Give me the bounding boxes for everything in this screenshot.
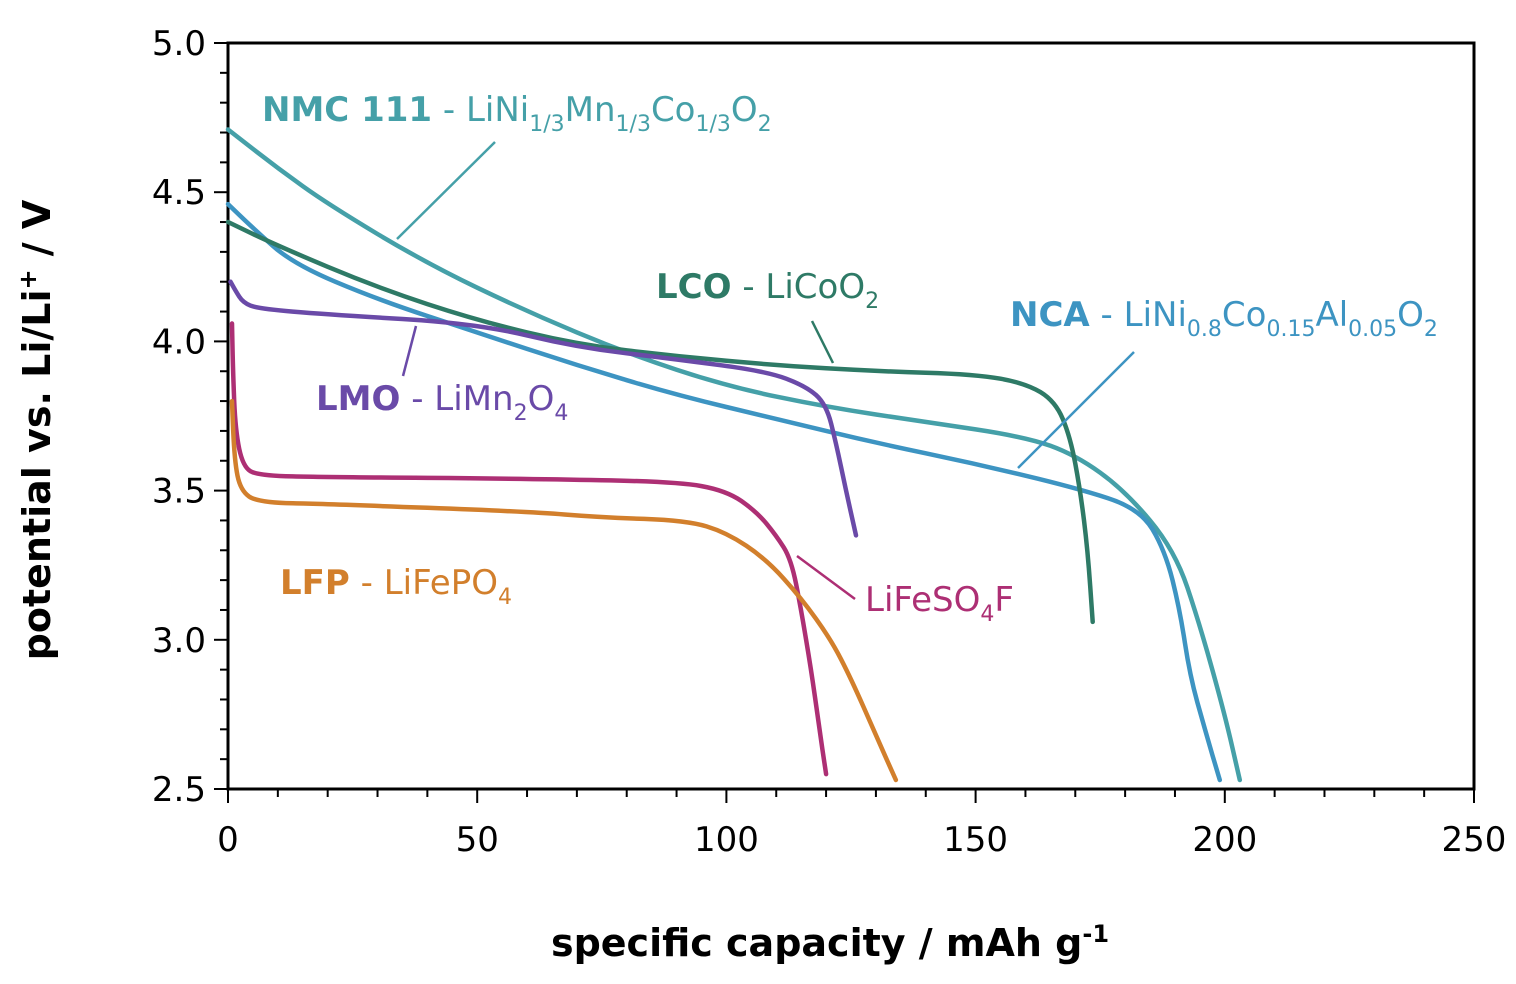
- series-line-4: [229, 321, 829, 777]
- x-tick-label: 50: [456, 820, 499, 860]
- leader-line-1: [1017, 351, 1135, 469]
- y-tick-label: 5.0: [152, 24, 206, 64]
- formula-part: 2: [758, 112, 772, 137]
- series-line-5: [229, 398, 899, 783]
- formula-part: 4: [554, 401, 568, 426]
- series-layer: [225, 127, 1243, 783]
- formula-part: 0.05: [1348, 317, 1397, 342]
- series-label-1: NCA - LiNi0.8Co0.15Al0.05O2: [1010, 295, 1438, 342]
- formula-part: F: [994, 580, 1014, 620]
- axis-ticks: 0 50 100 150 200 250 2.5 3.0 3.5 4.0 4.5 5.0: [152, 24, 1507, 860]
- formula-part: 2: [865, 289, 879, 314]
- series-label-3: LMO - LiMn2O4: [316, 379, 568, 426]
- formula-part: LiFeSO: [865, 580, 980, 620]
- formula-part: LiNi: [466, 90, 529, 130]
- leader-line-4: [796, 554, 856, 601]
- formula-part: Mn: [565, 90, 616, 130]
- leader-line-0: [396, 141, 496, 240]
- formula-part: 2: [514, 401, 528, 426]
- series-separator: -: [732, 267, 766, 307]
- leader-line-2: [810, 320, 835, 364]
- series-line-0: [225, 127, 1243, 783]
- y-tick-label: 4.5: [152, 173, 206, 213]
- formula-part: LiNi: [1124, 295, 1187, 335]
- series-line-2: [225, 219, 1095, 625]
- series-separator: -: [1090, 295, 1124, 335]
- series-name: NMC 111: [262, 90, 432, 130]
- y-tick-label: 4.0: [152, 322, 206, 362]
- formula-part: O: [528, 379, 555, 419]
- series-label-0: NMC 111 - LiNi1/3Mn1/3Co1/3O2: [262, 90, 772, 137]
- formula-part: O: [1397, 295, 1424, 335]
- series-line-1: [225, 201, 1223, 783]
- series-line-3: [228, 279, 859, 538]
- y-tick-label: 2.5: [152, 770, 206, 810]
- x-tick-label: 150: [943, 820, 1008, 860]
- series-label-5: LFP - LiFePO4: [280, 563, 512, 610]
- formula-part: LiCoO: [765, 267, 865, 307]
- formula-part: Co: [1222, 295, 1267, 335]
- formula-part: 4: [498, 585, 512, 610]
- x-tick-label: 250: [1442, 820, 1507, 860]
- series-name: NCA: [1010, 295, 1090, 335]
- formula-part: Al: [1315, 295, 1348, 335]
- x-tick-label: 100: [694, 820, 759, 860]
- series-name: LMO: [316, 379, 400, 419]
- formula-part: LiMn: [434, 379, 513, 419]
- x-axis-title: specific capacity / mAh g-1: [551, 920, 1109, 965]
- x-tick-label: 0: [217, 820, 239, 860]
- x-tick-label: 200: [1192, 820, 1257, 860]
- series-name: LCO: [656, 267, 732, 307]
- leader-lines: [396, 141, 1135, 601]
- series-label-2: LCO - LiCoO2: [656, 267, 879, 314]
- formula-part: 1/3: [616, 112, 651, 137]
- formula-part: Co: [651, 90, 696, 130]
- y-tick-label: 3.5: [152, 472, 206, 512]
- formula-part: 1/3: [695, 112, 730, 137]
- formula-part: 2: [1424, 317, 1438, 342]
- leader-line-3: [401, 325, 418, 377]
- y-axis-title: potential vs. Li/Li+ / V: [14, 199, 59, 660]
- series-separator: -: [432, 90, 466, 130]
- series-separator: -: [350, 563, 384, 603]
- formula-part: 1/3: [529, 112, 564, 137]
- series-name: LFP: [280, 563, 350, 603]
- formula-part: O: [731, 90, 758, 130]
- plot-frame: [226, 41, 1476, 791]
- formula-part: LiFePO: [384, 563, 498, 603]
- series-separator: -: [400, 379, 434, 419]
- formula-part: 0.8: [1187, 317, 1222, 342]
- formula-part: 4: [980, 602, 994, 627]
- formula-part: 0.15: [1266, 317, 1315, 342]
- y-tick-label: 3.0: [152, 621, 206, 661]
- series-label-4: LiFeSO4F: [865, 580, 1014, 627]
